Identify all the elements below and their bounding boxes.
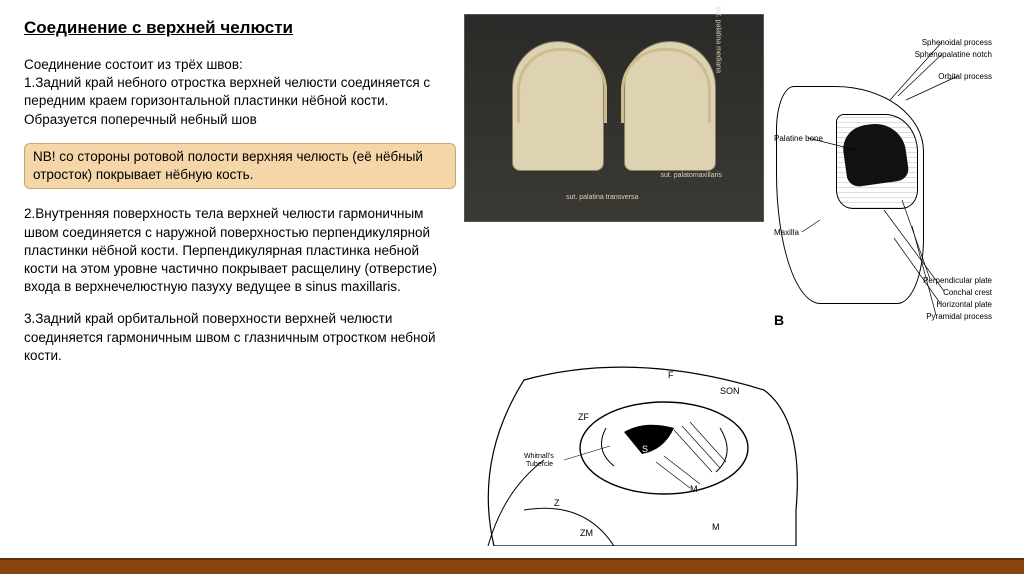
- palate-arch-left: [512, 41, 604, 171]
- lbl-z: Z: [554, 498, 560, 508]
- lbl-son: SON: [720, 386, 740, 396]
- lbl-m1: M: [690, 484, 698, 494]
- palate-illustration: sut. palatina mediana sut. palatina tran…: [504, 33, 724, 203]
- lbl-f: F: [668, 370, 674, 380]
- intro-para: Соединение состоит из трёх швов: 1.Задни…: [24, 56, 454, 129]
- intro-line: Соединение состоит из трёх швов:: [24, 57, 243, 72]
- lbl-whitnall: Whitnall's: [524, 453, 554, 460]
- panel-letter-b: B: [774, 312, 784, 328]
- footer-bar: [0, 558, 1024, 574]
- lbl-s: S: [642, 444, 648, 454]
- lbl-tubercle: Tubercle: [526, 461, 553, 468]
- suture-label-palatomax: sut. palatomaxillaris: [661, 172, 722, 179]
- para-2: 2.Внутренняя поверхность тела верхней че…: [24, 205, 454, 296]
- lbl-m2: M: [712, 522, 720, 532]
- nb-prefix: NB!: [33, 149, 56, 164]
- text-column: Соединение состоит из трёх швов: 1.Задни…: [24, 56, 454, 365]
- callout-text: со стороны ротовой полости верхняя челюс…: [33, 149, 423, 182]
- orbit-svg: F SON ZF Whitnall's Tubercle S Z ZM M M: [464, 360, 808, 546]
- leader-lines: [774, 14, 994, 342]
- palate-arch-right: [624, 41, 716, 171]
- suture-label-mediana: sut. palatina mediana: [715, 6, 722, 73]
- slide-content: Соединение с верхней челюсти Соединение …: [0, 0, 1024, 574]
- lbl-zf: ZF: [578, 412, 589, 422]
- para-1: 1.Задний край небного отростка верхней ч…: [24, 75, 430, 126]
- lbl-zm: ZM: [580, 528, 593, 538]
- para-3: 3.Задний край орбитальной поверхности ве…: [24, 310, 454, 365]
- suture-label-transversa: sut. palatina transversa: [566, 194, 638, 201]
- diagram-2-canvas: Sphenoidal process Sphenopalatine notch …: [774, 14, 994, 342]
- palatine-bone-diagram: Sphenoidal process Sphenopalatine notch …: [774, 14, 994, 342]
- nb-callout: NB! со стороны ротовой полости верхняя ч…: [24, 143, 456, 189]
- orbit-line-drawing: F SON ZF Whitnall's Tubercle S Z ZM M M: [464, 360, 808, 546]
- skull-canvas: F SON ZF Whitnall's Tubercle S Z ZM M M: [464, 360, 808, 546]
- palate-photo: sut. palatina mediana sut. palatina tran…: [464, 14, 764, 222]
